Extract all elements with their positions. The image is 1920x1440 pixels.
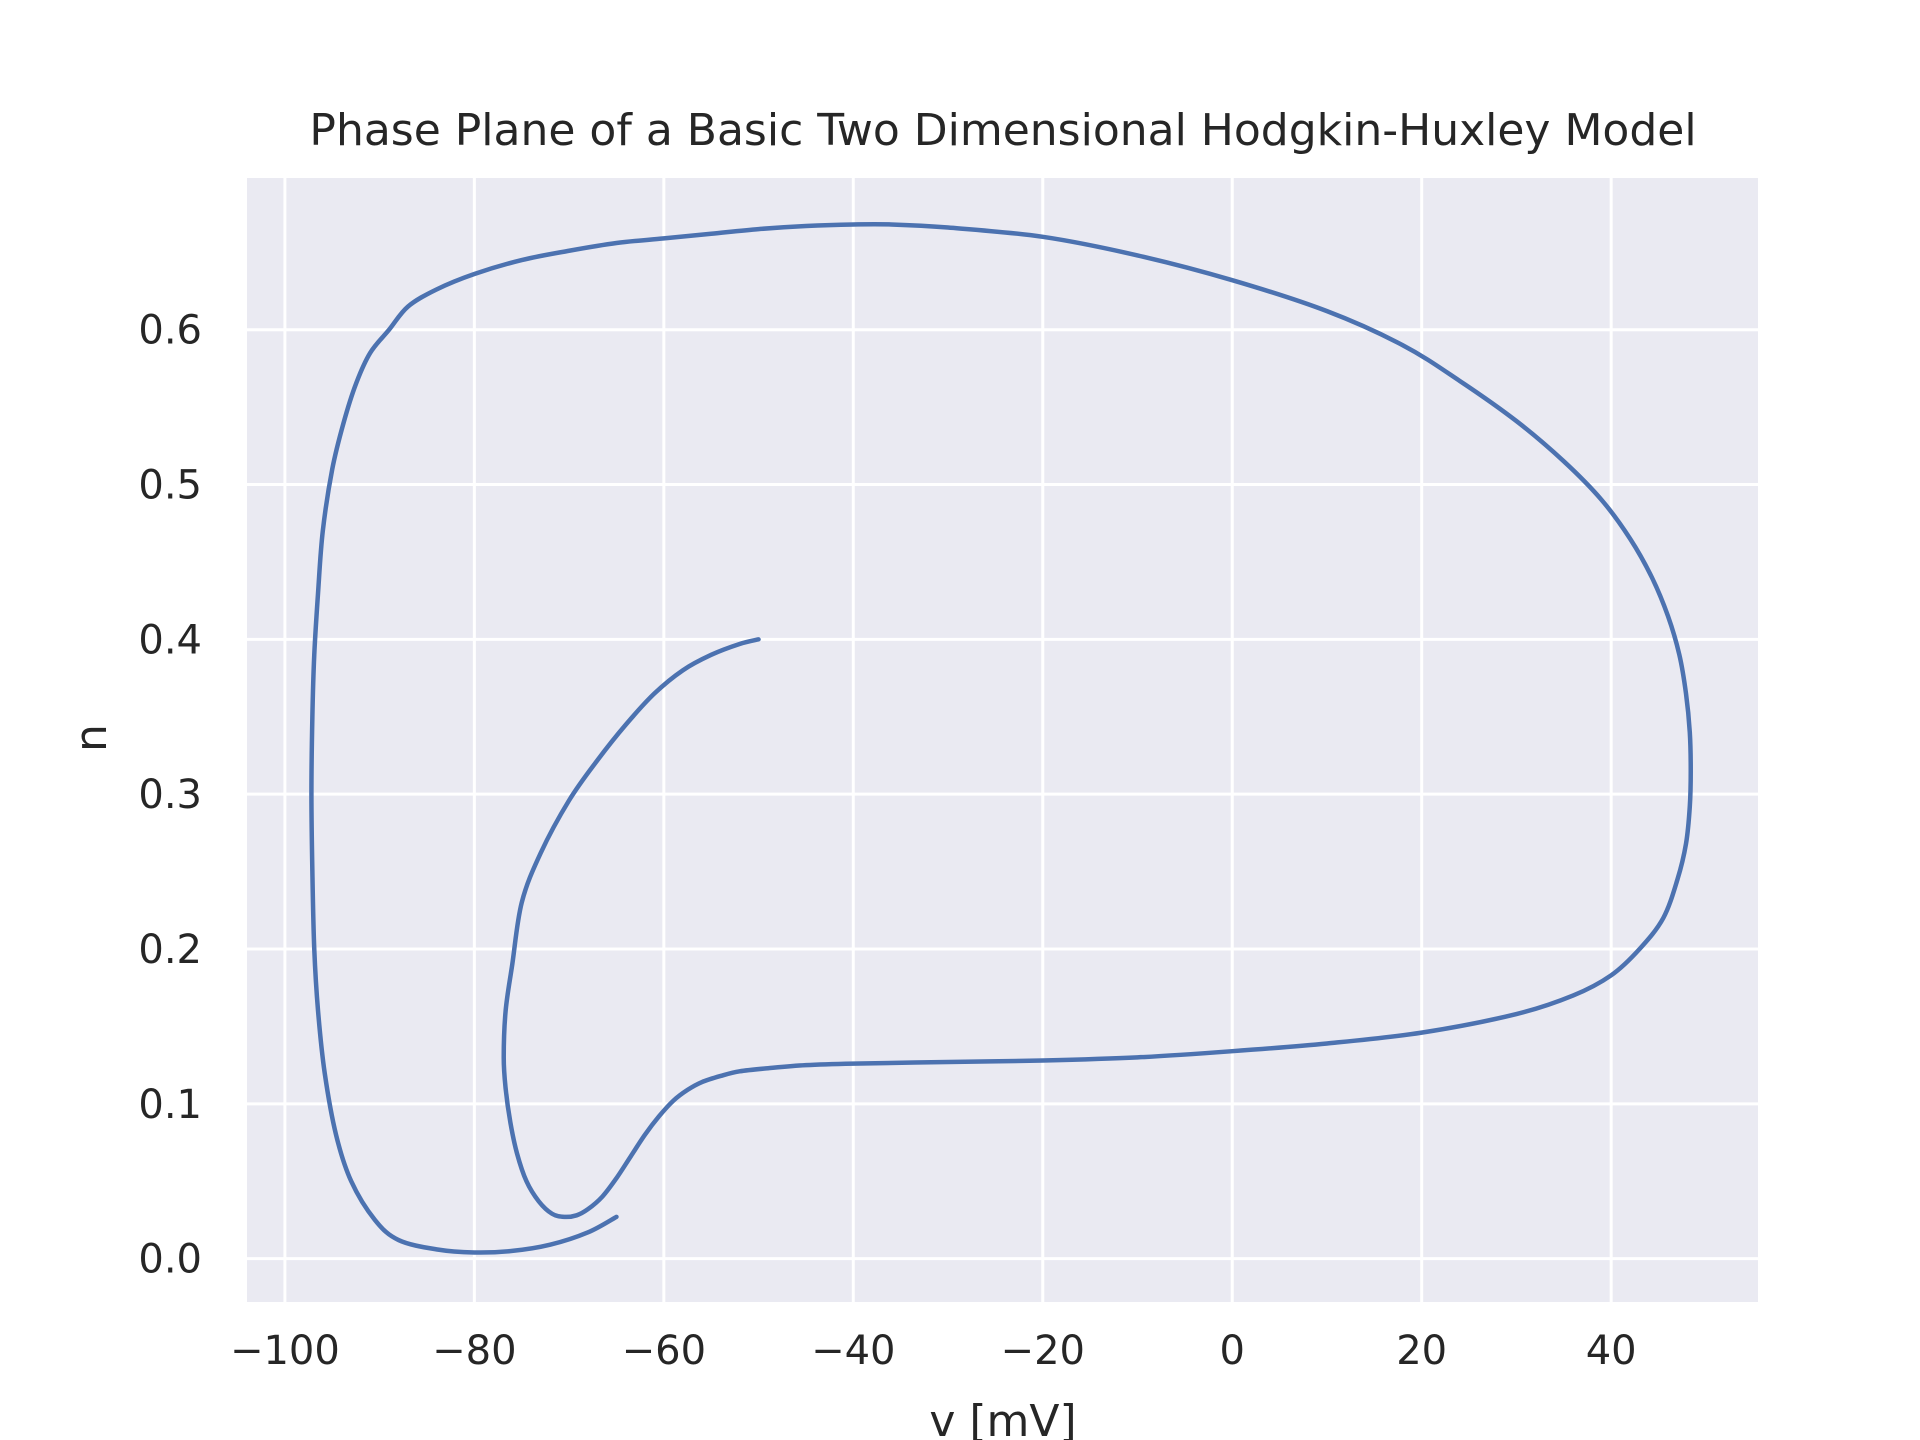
y-tick-label: 0.2 xyxy=(138,927,202,973)
y-tick-label: 0.4 xyxy=(138,617,202,663)
series-layer xyxy=(309,221,1693,1255)
x-tick-label: −100 xyxy=(230,1328,340,1374)
x-tick-labels: −100 −80 −60 −40 −20 0 20 40 xyxy=(230,1328,1637,1374)
chart-title: Phase Plane of a Basic Two Dimensional H… xyxy=(309,105,1696,156)
y-axis-label: n xyxy=(66,724,117,752)
x-tick-label: 40 xyxy=(1586,1328,1637,1374)
x-tick-label: 20 xyxy=(1396,1328,1447,1374)
y-tick-label: 0.6 xyxy=(138,308,202,354)
x-tick-label: −20 xyxy=(1001,1328,1085,1374)
x-tick-label: 0 xyxy=(1220,1328,1245,1374)
x-axis-label: v [mV] xyxy=(929,1396,1076,1440)
y-tick-labels: 0.0 0.1 0.2 0.3 0.4 0.5 0.6 xyxy=(138,308,202,1283)
x-tick-label: −60 xyxy=(622,1328,706,1374)
y-tick-label: 0.3 xyxy=(138,772,202,818)
x-tick-label: −40 xyxy=(811,1328,895,1374)
y-tick-label: 0.0 xyxy=(138,1237,202,1283)
y-tick-label: 0.1 xyxy=(138,1082,202,1128)
y-tick-label: 0.5 xyxy=(138,463,202,509)
x-tick-label: −80 xyxy=(432,1328,516,1374)
trajectory-line xyxy=(309,221,1693,1255)
grid-lines xyxy=(247,178,1758,1302)
plot-area xyxy=(247,178,1758,1302)
